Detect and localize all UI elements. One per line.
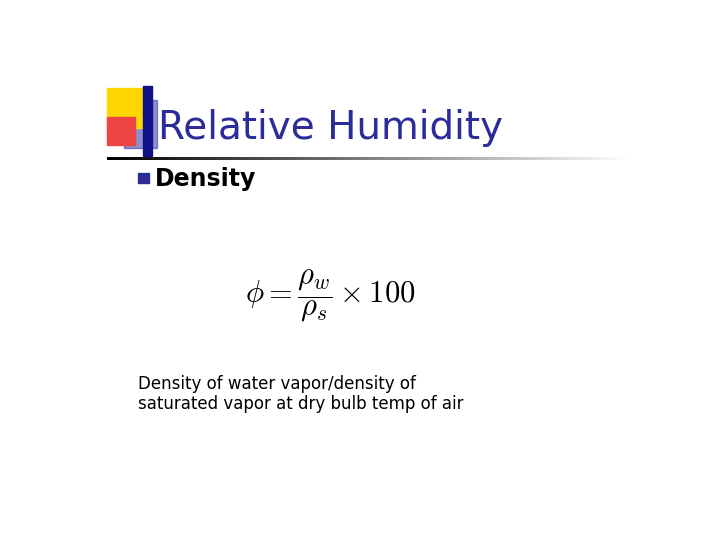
Bar	[124, 100, 157, 148]
Text: Density: Density	[155, 167, 256, 191]
Text: $\phi = \dfrac{\rho_w}{\rho_s} \times 100$: $\phi = \dfrac{\rho_w}{\rho_s} \times 10…	[245, 268, 415, 324]
Text: Relative Humidity: Relative Humidity	[158, 109, 503, 147]
Bar	[107, 88, 148, 128]
Text: Density of water vapor/density of: Density of water vapor/density of	[138, 375, 416, 393]
Text: saturated vapor at dry bulb temp of air: saturated vapor at dry bulb temp of air	[138, 395, 464, 413]
Bar	[107, 117, 135, 145]
Bar	[138, 173, 149, 184]
Bar	[143, 86, 152, 156]
